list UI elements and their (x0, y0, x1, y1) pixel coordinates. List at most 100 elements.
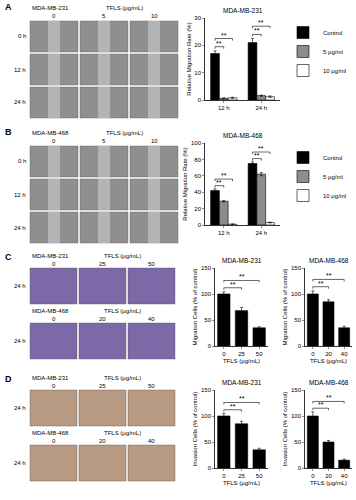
svg-text:20: 20 (194, 206, 201, 212)
svg-text:24 h: 24 h (14, 283, 26, 289)
svg-text:10 μg/ml: 10 μg/ml (323, 68, 346, 74)
svg-text:Invasion Cells (% of control): Invasion Cells (% of control) (192, 392, 198, 467)
svg-text:0 h: 0 h (18, 33, 26, 39)
svg-text:TFLS (μg/mL): TFLS (μg/mL) (104, 430, 141, 436)
svg-text:40: 40 (341, 473, 348, 479)
svg-text:Control: Control (323, 30, 342, 36)
svg-text:**: ** (239, 273, 245, 280)
svg-text:Migration Cells (% of control): Migration Cells (% of control) (282, 268, 288, 345)
svg-text:24 h: 24 h (14, 99, 26, 105)
svg-text:25: 25 (238, 351, 245, 357)
svg-text:MDA-MB-468: MDA-MB-468 (32, 130, 69, 136)
svg-text:30: 30 (194, 15, 201, 21)
svg-text:C: C (5, 252, 12, 262)
svg-text:MDA-MB-468: MDA-MB-468 (223, 132, 263, 139)
svg-text:MDA-MB-231: MDA-MB-231 (32, 5, 69, 11)
svg-text:100: 100 (291, 291, 302, 297)
svg-text:0: 0 (311, 473, 315, 479)
svg-text:Invasion Cells (% of control): Invasion Cells (% of control) (282, 392, 288, 467)
svg-text:0 h: 0 h (18, 158, 26, 164)
svg-text:0: 0 (52, 438, 56, 444)
svg-text:A: A (5, 2, 12, 12)
svg-text:TFLS (μg/mL): TFLS (μg/mL) (310, 358, 347, 364)
svg-text:TFLS (μg/mL): TFLS (μg/mL) (104, 308, 141, 314)
svg-text:MDA-MB-231: MDA-MB-231 (32, 375, 69, 381)
svg-text:0: 0 (198, 222, 202, 228)
svg-text:20: 20 (325, 351, 332, 357)
svg-text:**: ** (258, 145, 264, 152)
svg-text:0: 0 (52, 383, 56, 389)
svg-text:24 h: 24 h (255, 105, 267, 111)
svg-text:**: ** (254, 27, 260, 34)
svg-text:**: ** (258, 19, 264, 26)
svg-text:0: 0 (298, 343, 302, 349)
svg-text:150: 150 (291, 265, 302, 271)
svg-text:MDA-MB-468: MDA-MB-468 (32, 430, 69, 436)
svg-text:50: 50 (294, 439, 301, 445)
svg-text:**: ** (216, 179, 222, 186)
svg-text:12 h: 12 h (14, 192, 26, 198)
svg-text:10: 10 (151, 13, 158, 19)
svg-text:50: 50 (256, 351, 263, 357)
svg-text:TFLS (μg/mL): TFLS (μg/mL) (223, 480, 260, 486)
svg-text:**: ** (326, 394, 332, 401)
svg-text:**: ** (326, 272, 332, 279)
svg-text:0: 0 (52, 261, 56, 267)
svg-text:TFLS (μg/mL): TFLS (μg/mL) (104, 375, 141, 381)
svg-text:50: 50 (204, 317, 211, 323)
svg-text:40: 40 (341, 351, 348, 357)
svg-text:25: 25 (99, 261, 106, 267)
svg-text:50: 50 (148, 261, 155, 267)
svg-text:24 h: 24 h (14, 225, 26, 231)
svg-text:MDA-MB-231: MDA-MB-231 (32, 253, 69, 259)
svg-text:0: 0 (311, 351, 315, 357)
svg-text:100: 100 (201, 291, 212, 297)
svg-text:B: B (5, 127, 12, 137)
svg-text:40: 40 (194, 189, 201, 195)
svg-text:Control: Control (323, 155, 342, 161)
svg-text:150: 150 (291, 387, 302, 393)
svg-text:Relative Migration Rate (%): Relative Migration Rate (%) (186, 22, 192, 95)
svg-text:20: 20 (99, 438, 106, 444)
svg-text:5 μg/ml: 5 μg/ml (323, 174, 343, 180)
svg-text:5: 5 (102, 13, 106, 19)
svg-text:20: 20 (325, 473, 332, 479)
svg-text:60: 60 (194, 173, 201, 179)
svg-text:5: 5 (102, 138, 106, 144)
svg-text:TFLS (μg/mL): TFLS (μg/mL) (106, 5, 143, 11)
svg-text:100: 100 (191, 140, 202, 146)
svg-text:**: ** (216, 40, 222, 47)
svg-text:20: 20 (99, 316, 106, 322)
svg-text:TFLS (μg/mL): TFLS (μg/mL) (104, 253, 141, 259)
svg-text:**: ** (254, 152, 260, 159)
svg-text:0: 0 (52, 13, 56, 19)
svg-text:0: 0 (298, 465, 302, 471)
svg-text:MDA-MB-231: MDA-MB-231 (222, 379, 262, 386)
svg-text:**: ** (318, 401, 324, 408)
svg-text:12 h: 12 h (14, 67, 26, 73)
svg-text:25: 25 (238, 473, 245, 479)
svg-text:50: 50 (148, 383, 155, 389)
svg-text:**: ** (230, 403, 236, 410)
svg-text:40: 40 (148, 316, 155, 322)
svg-text:24 h: 24 h (14, 405, 26, 411)
svg-text:**: ** (318, 280, 324, 287)
svg-text:D: D (5, 374, 12, 384)
svg-text:12 h: 12 h (218, 105, 230, 111)
svg-text:0: 0 (198, 97, 202, 103)
svg-text:10: 10 (151, 138, 158, 144)
svg-text:0: 0 (208, 465, 212, 471)
svg-text:**: ** (221, 32, 227, 39)
svg-text:5 μg/ml: 5 μg/ml (323, 49, 343, 55)
svg-text:0: 0 (222, 351, 226, 357)
svg-text:100: 100 (291, 413, 302, 419)
svg-text:TFLS (μg/mL): TFLS (μg/mL) (223, 358, 260, 364)
svg-text:20: 20 (194, 42, 201, 48)
svg-text:10: 10 (194, 70, 201, 76)
svg-text:**: ** (230, 281, 236, 288)
svg-text:TFLS (μg/mL): TFLS (μg/mL) (106, 130, 143, 136)
svg-text:100: 100 (201, 413, 212, 419)
svg-text:MDA-MB-468: MDA-MB-468 (309, 379, 349, 386)
svg-text:24 h: 24 h (14, 338, 26, 344)
svg-text:40: 40 (148, 438, 155, 444)
